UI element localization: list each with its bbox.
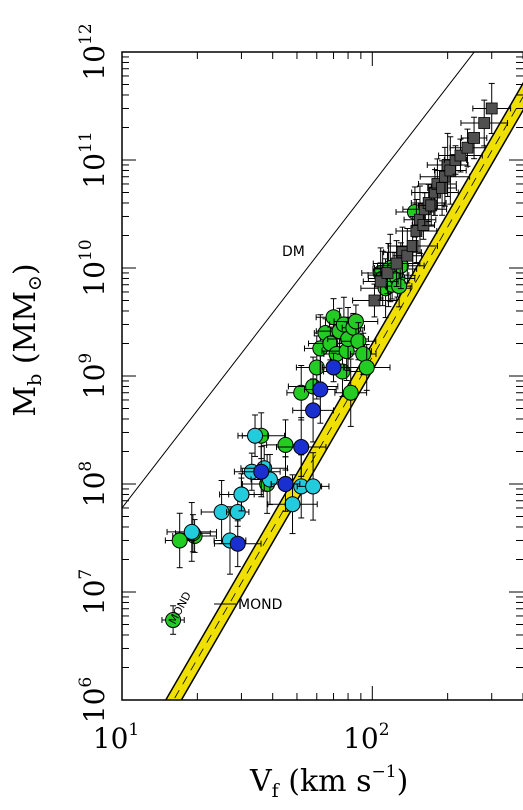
data-point [342,344,391,391]
y-label-open: (M [8,321,43,374]
x-tick-label: 102 [343,720,389,755]
data-point [241,446,281,498]
data-marker-circle [229,504,246,521]
data-point [166,502,217,562]
data-point [296,452,330,521]
data-point [362,262,399,301]
data-point [449,128,486,167]
x-label-sup: −1 [371,762,397,782]
data-point [333,304,379,339]
y-tick-label: 1011 [76,131,111,188]
y-tick-label: 106 [76,677,111,723]
y-tick-label: 107 [76,569,111,615]
data-marker-circle [165,612,182,629]
data-point [241,414,269,457]
data-point [161,605,185,635]
data-marker-circle [183,523,200,540]
y-tick-label: 1010 [76,239,111,296]
data-marker-square [390,257,403,270]
data-marker-square [454,149,467,162]
y-tick-label: 1012 [76,23,111,80]
y-axis-label: Mb (MM⊙) [4,263,50,416]
data-marker-circle [284,496,301,513]
data-marker-circle [233,486,250,503]
y-label-main2: M [8,291,43,322]
data-marker-square [436,182,448,194]
data-marker-square [468,132,480,144]
data-marker-square [374,275,387,288]
x-label-close: ) [396,764,409,799]
data-marker-circle [355,345,372,362]
y-label-close: ) [8,263,43,276]
data-marker-square [478,117,491,129]
x-label-rest: (km s [278,764,372,799]
data-point [418,184,445,227]
data-marker-circle [229,535,246,552]
data-point [321,352,346,383]
data-marker-circle [312,381,329,398]
data-marker-circle [293,439,310,456]
data-marker-square [485,102,498,115]
data-marker-square [406,240,419,252]
data-point [472,82,512,135]
x-tick-label: 101 [93,720,139,755]
data-marker-circle [171,532,188,549]
data-point [438,138,483,173]
data-marker-circle [305,402,322,419]
data-point [164,512,195,569]
data-marker-circle [253,463,270,480]
data-marker-square [425,199,438,212]
y-label-sub: b [24,373,46,386]
data-point [213,520,262,568]
data-point [460,116,488,160]
data-marker-square [461,141,474,154]
data-marker-circle [358,359,375,376]
mond-line [173,96,523,700]
y-tick-label: 108 [76,461,111,507]
data-point [267,474,318,535]
data-marker-circle [342,384,359,401]
dm-line [122,52,475,509]
x-axis-label: Vf (km s−1) [250,762,408,802]
data-point [303,355,337,424]
data-point [395,198,438,264]
data-marker-square [381,267,394,279]
y-tick-label: 109 [76,353,111,399]
data-marker-circle [347,313,364,330]
data-marker-circle [277,476,294,492]
data-point [270,456,301,512]
data-point [460,99,509,147]
data-marker-square [417,219,430,231]
dm-annotation: DM [282,244,305,260]
y-label-sun-symbol: ⊙ [24,275,46,292]
mond-band-annotation: MOND [166,590,194,627]
data-point [276,417,327,477]
data-marker-circle [247,427,264,444]
data-marker-circle [325,359,342,376]
data-marker-circle [305,478,322,495]
y-label-main: M [8,385,43,417]
x-label-main: V [250,764,272,799]
mond-annotation: MOND [238,597,282,613]
data-point [372,240,421,287]
x-label-sub: f [271,780,279,802]
data-marker-circle [277,436,294,453]
